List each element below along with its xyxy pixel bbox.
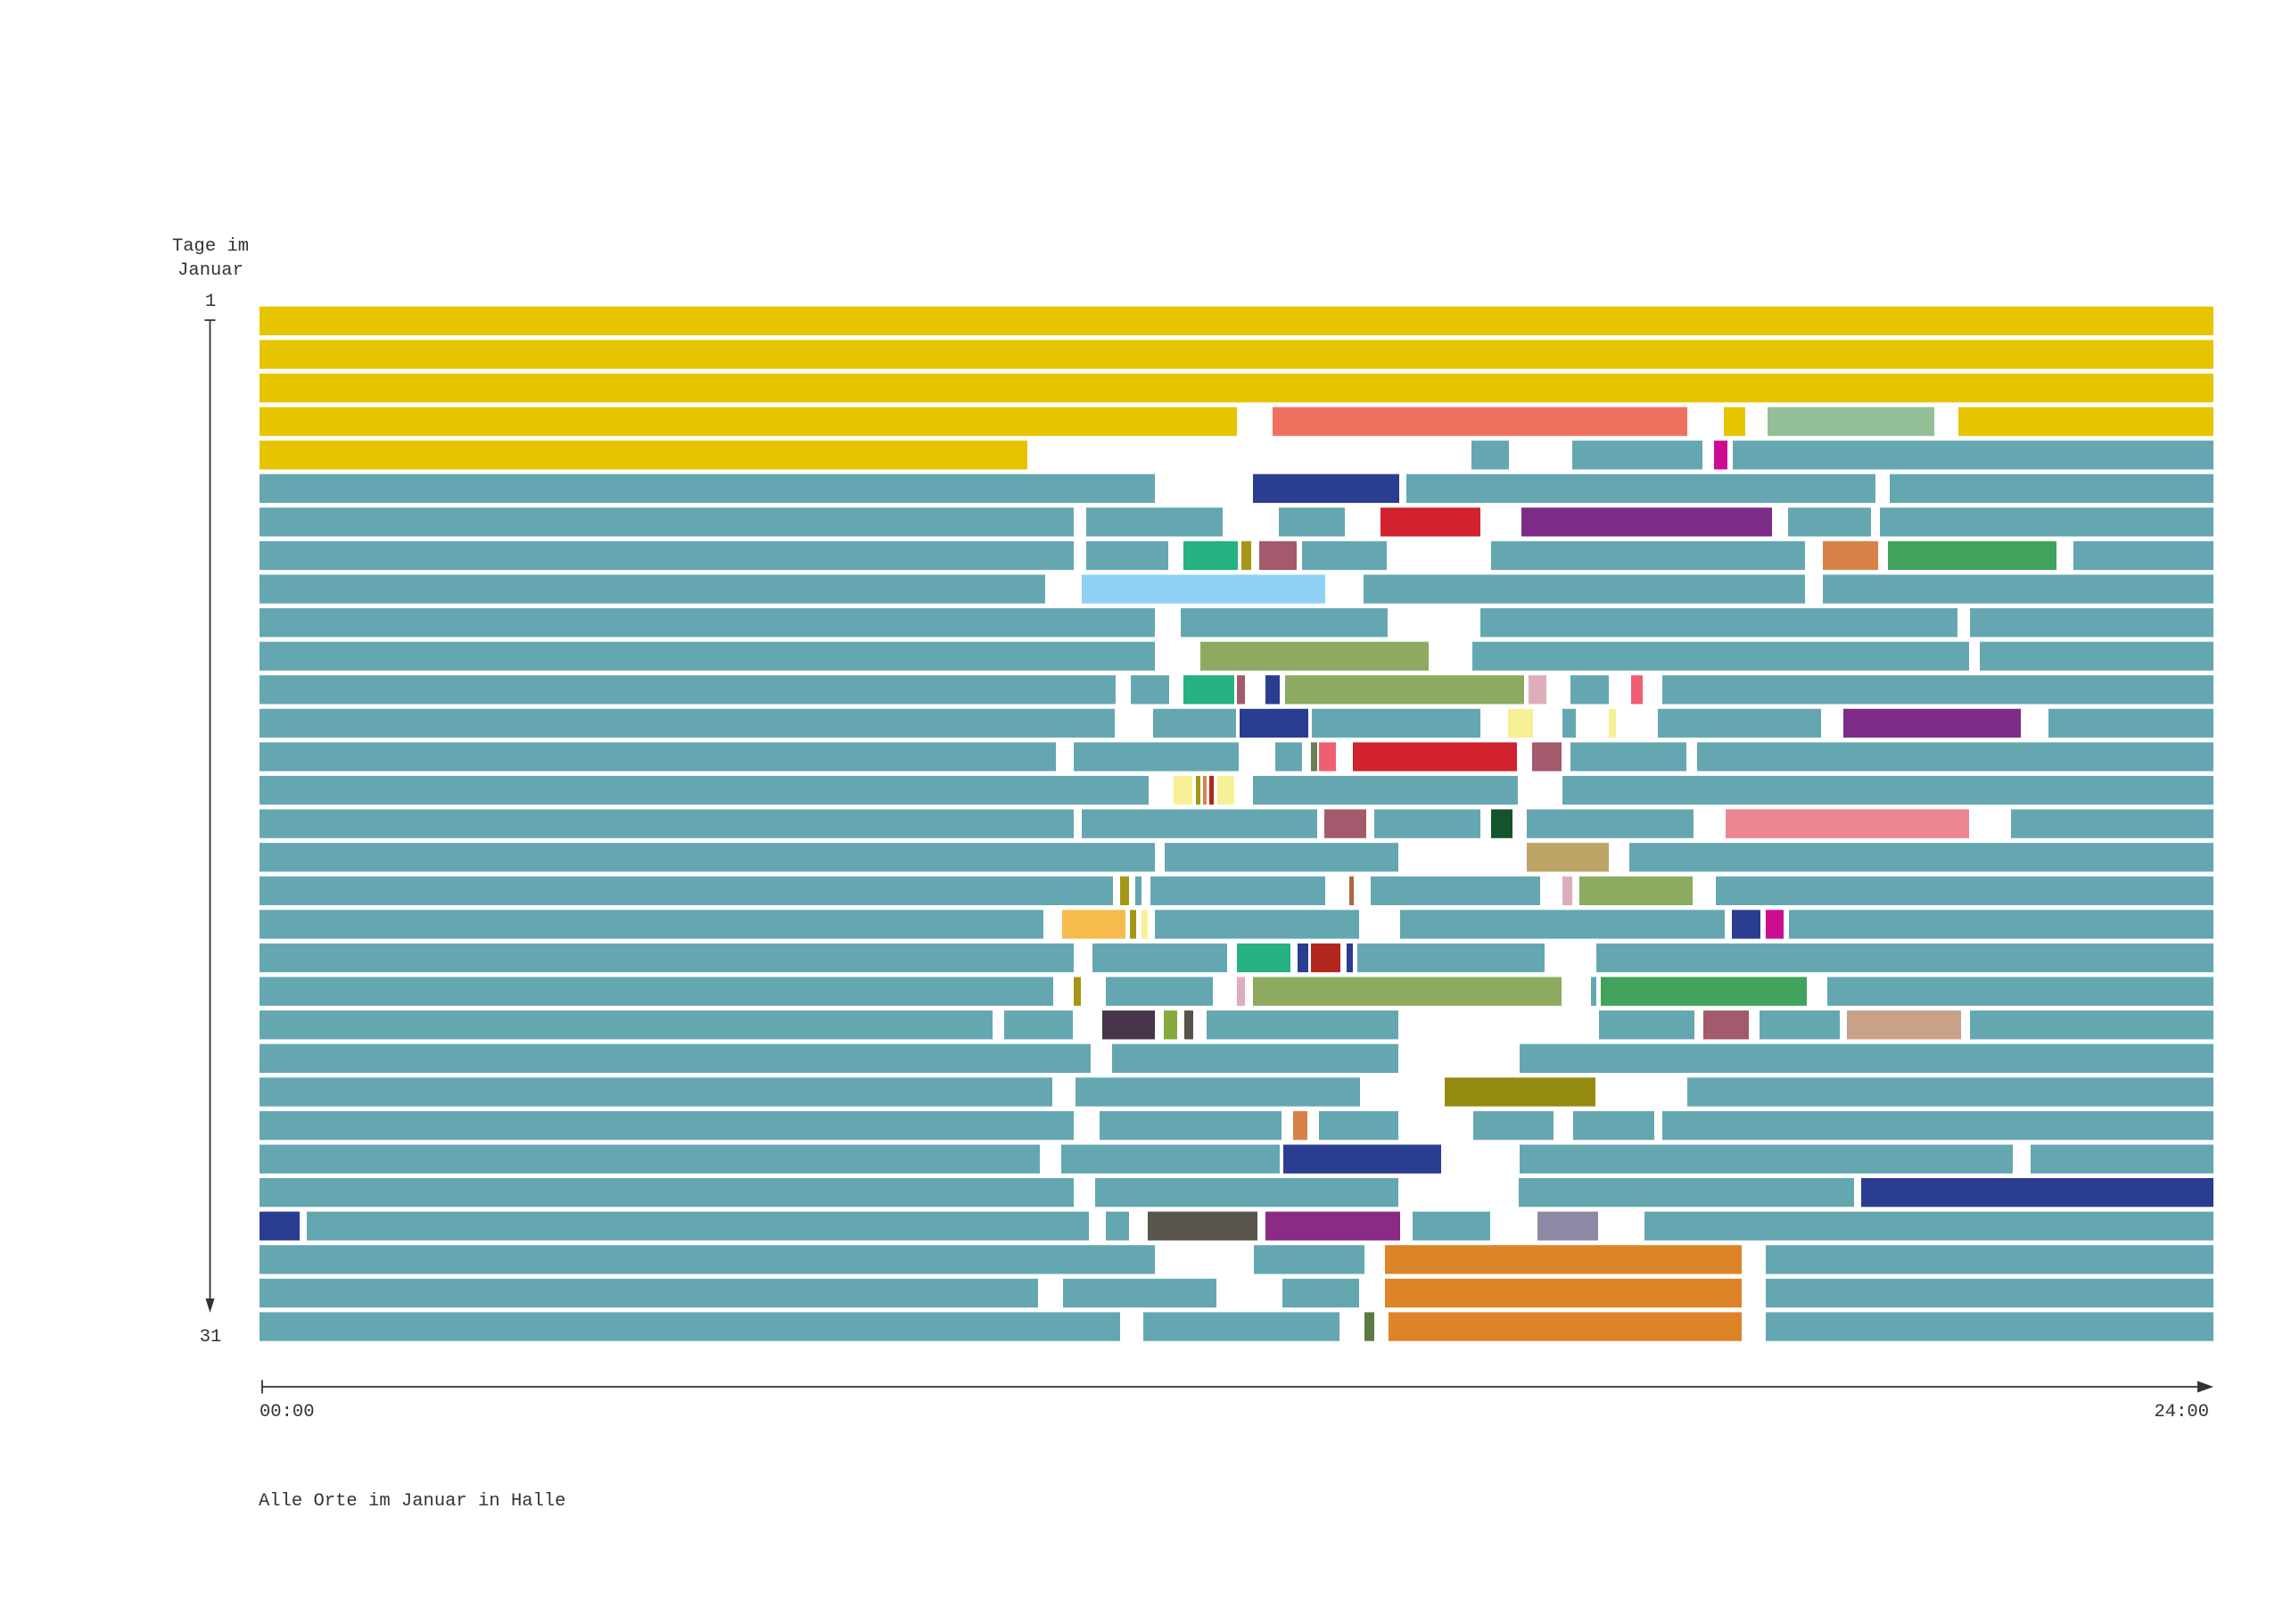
svg-text:1: 1 (205, 292, 216, 312)
svg-text:Januar: Januar (177, 260, 243, 281)
svg-text:Alle Orte im Januar in Halle: Alle Orte im Januar in Halle (259, 1491, 565, 1512)
svg-text:00:00: 00:00 (260, 1402, 315, 1422)
svg-text:24:00: 24:00 (2154, 1402, 2209, 1422)
svg-text:Tage im: Tage im (172, 236, 249, 257)
svg-text:31: 31 (200, 1327, 222, 1348)
